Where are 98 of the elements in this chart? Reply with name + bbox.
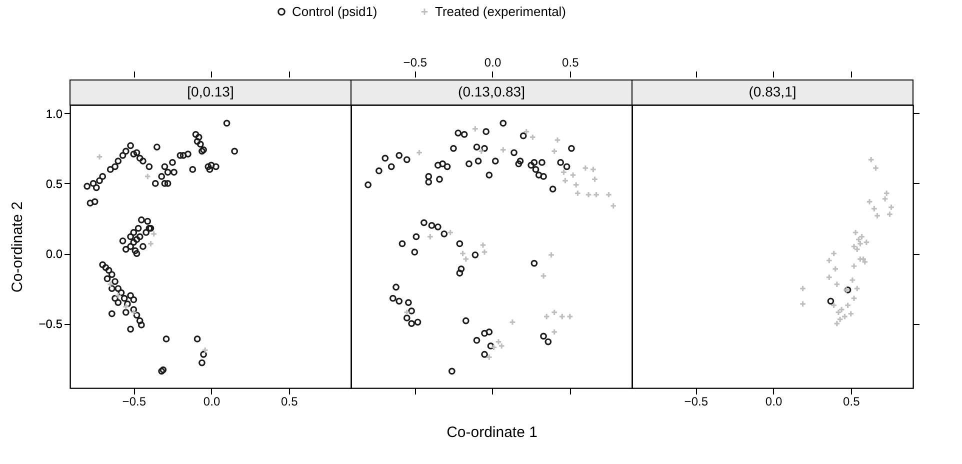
point <box>849 276 856 284</box>
chart-title: [0,0.13] <box>187 84 234 100</box>
point <box>446 229 454 236</box>
point <box>870 205 878 212</box>
point <box>886 210 894 218</box>
point <box>830 250 838 257</box>
x-tick-label: −0.5 <box>684 394 708 408</box>
point <box>866 198 873 206</box>
x-tick-label: 0.5 <box>281 394 298 408</box>
point <box>480 242 486 249</box>
point <box>486 354 493 361</box>
point <box>852 229 860 236</box>
point <box>540 272 547 280</box>
point <box>826 274 833 281</box>
point <box>529 134 536 141</box>
y-tick-label: 1.0 <box>46 106 63 121</box>
point <box>570 172 576 178</box>
x-tick-label: 0.0 <box>484 56 502 70</box>
point <box>490 344 498 351</box>
point <box>850 294 858 302</box>
point <box>150 230 158 238</box>
point <box>585 191 592 198</box>
y-tick-label: 0.0 <box>46 247 63 262</box>
point <box>841 313 848 320</box>
legend-label: Control (psid1) <box>292 4 378 19</box>
point <box>872 164 880 172</box>
point <box>883 190 890 197</box>
point <box>826 257 833 264</box>
point <box>591 176 598 183</box>
x-tick-label: −0.5 <box>403 56 428 70</box>
point <box>830 302 838 309</box>
point <box>850 243 858 250</box>
point <box>827 298 834 305</box>
y-tick-label: −0.5 <box>38 317 63 332</box>
point <box>106 280 114 288</box>
point <box>868 156 875 164</box>
point <box>562 177 569 184</box>
x-tick-label: −0.5 <box>122 394 146 408</box>
point <box>495 338 502 346</box>
x-tick-label: 0.5 <box>843 394 860 408</box>
point <box>509 318 516 326</box>
point <box>888 204 895 211</box>
point <box>478 148 485 155</box>
point <box>147 240 154 248</box>
point <box>114 292 122 299</box>
point <box>558 313 566 320</box>
point <box>854 246 861 253</box>
point <box>122 303 130 310</box>
point <box>605 191 612 198</box>
point <box>582 164 589 172</box>
point <box>144 173 152 180</box>
point <box>799 300 806 308</box>
point <box>833 280 840 288</box>
point <box>560 168 568 176</box>
point <box>543 313 550 320</box>
point <box>481 248 488 256</box>
point <box>882 195 888 202</box>
point <box>500 146 507 154</box>
point <box>574 190 582 197</box>
point <box>550 308 558 316</box>
point <box>836 316 844 323</box>
point <box>522 128 530 136</box>
x-tick-label: 0.0 <box>203 394 220 408</box>
point <box>550 328 558 336</box>
chart-title: (0.83,1] <box>748 84 796 100</box>
point <box>850 262 858 270</box>
point <box>874 212 881 220</box>
point <box>554 136 561 144</box>
point <box>592 191 600 198</box>
point <box>202 346 209 354</box>
point <box>844 302 852 309</box>
point <box>847 310 854 318</box>
point <box>833 320 840 327</box>
point <box>416 149 423 156</box>
point <box>472 125 479 132</box>
y-tick-label: 0.5 <box>46 176 63 191</box>
point <box>403 308 410 316</box>
point <box>610 202 617 210</box>
chart-title: (0.13,0.83] <box>458 84 525 100</box>
point <box>590 166 597 173</box>
x-tick-label: 0.5 <box>562 56 580 70</box>
point <box>835 308 842 316</box>
point <box>854 285 861 292</box>
point <box>426 233 434 240</box>
point <box>550 148 558 155</box>
y-axis-title: Co-ordinate 2 <box>8 202 26 292</box>
point <box>799 285 806 292</box>
point <box>566 313 574 320</box>
point <box>96 153 103 160</box>
point <box>856 240 864 248</box>
point <box>832 265 839 272</box>
point <box>130 308 138 316</box>
point <box>572 181 580 188</box>
point <box>838 306 846 313</box>
x-axis-title: Co-ordinate 1 <box>446 424 538 441</box>
legend-label: Treated (experimental) <box>435 4 566 19</box>
x-tick-label: 0.0 <box>765 394 782 408</box>
point <box>548 251 555 258</box>
